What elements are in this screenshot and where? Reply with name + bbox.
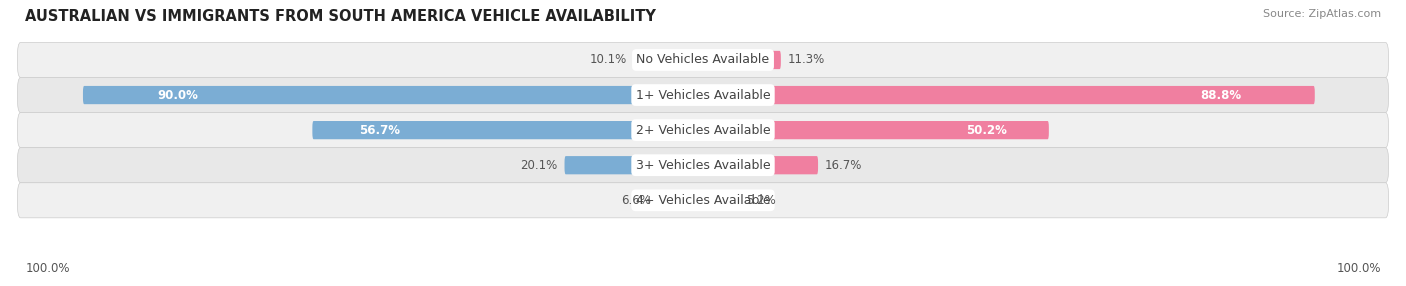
Text: Source: ZipAtlas.com: Source: ZipAtlas.com xyxy=(1263,9,1381,19)
Text: 100.0%: 100.0% xyxy=(1336,262,1381,275)
FancyBboxPatch shape xyxy=(703,121,1049,139)
Text: 50.2%: 50.2% xyxy=(966,124,1007,137)
Text: 11.3%: 11.3% xyxy=(787,53,825,66)
FancyBboxPatch shape xyxy=(17,148,1389,183)
Text: 100.0%: 100.0% xyxy=(25,262,70,275)
FancyBboxPatch shape xyxy=(17,113,1389,148)
Text: 6.6%: 6.6% xyxy=(621,194,651,207)
Text: 88.8%: 88.8% xyxy=(1201,89,1241,102)
FancyBboxPatch shape xyxy=(703,156,818,174)
FancyBboxPatch shape xyxy=(312,121,703,139)
FancyBboxPatch shape xyxy=(703,51,780,69)
FancyBboxPatch shape xyxy=(703,191,738,209)
Text: 10.1%: 10.1% xyxy=(589,53,627,66)
FancyBboxPatch shape xyxy=(565,156,703,174)
Text: 4+ Vehicles Available: 4+ Vehicles Available xyxy=(636,194,770,207)
Text: 2+ Vehicles Available: 2+ Vehicles Available xyxy=(636,124,770,137)
FancyBboxPatch shape xyxy=(17,42,1389,78)
FancyBboxPatch shape xyxy=(658,191,703,209)
Text: 56.7%: 56.7% xyxy=(360,124,401,137)
FancyBboxPatch shape xyxy=(83,86,703,104)
Text: 20.1%: 20.1% xyxy=(520,159,558,172)
FancyBboxPatch shape xyxy=(17,183,1389,218)
FancyBboxPatch shape xyxy=(634,51,703,69)
Text: 5.2%: 5.2% xyxy=(745,194,776,207)
Text: 3+ Vehicles Available: 3+ Vehicles Available xyxy=(636,159,770,172)
Text: 90.0%: 90.0% xyxy=(157,89,198,102)
FancyBboxPatch shape xyxy=(703,86,1315,104)
Text: AUSTRALIAN VS IMMIGRANTS FROM SOUTH AMERICA VEHICLE AVAILABILITY: AUSTRALIAN VS IMMIGRANTS FROM SOUTH AMER… xyxy=(25,9,657,23)
FancyBboxPatch shape xyxy=(17,78,1389,113)
Text: 1+ Vehicles Available: 1+ Vehicles Available xyxy=(636,89,770,102)
Text: No Vehicles Available: No Vehicles Available xyxy=(637,53,769,66)
Text: 16.7%: 16.7% xyxy=(825,159,862,172)
